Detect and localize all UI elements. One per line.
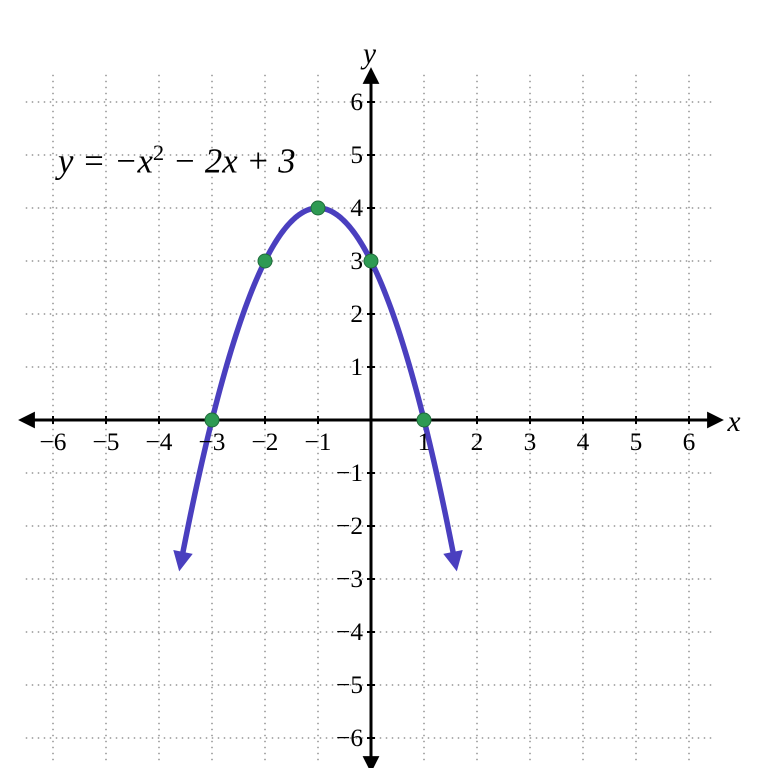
y-tick-2: 2: [323, 300, 363, 329]
x-tick--1: −1: [293, 428, 343, 457]
x-tick-3: 3: [505, 428, 555, 457]
y-tick--2: −2: [323, 512, 363, 541]
equation-label: y = −x2 − 2x + 3: [58, 140, 296, 182]
y-axis-label: y: [363, 38, 376, 71]
x-tick--5: −5: [81, 428, 131, 457]
parabola-chart: −6−5−4−3−2−1123456−6−5−4−3−2−1123456yxy …: [0, 0, 765, 768]
chart-svg: [0, 0, 765, 768]
x-tick--6: −6: [28, 428, 78, 457]
x-tick--3: −3: [187, 428, 237, 457]
x-axis-label: x: [728, 406, 741, 439]
x-tick--4: −4: [134, 428, 184, 457]
x-tick-2: 2: [452, 428, 502, 457]
y-tick-1: 1: [323, 353, 363, 382]
x-tick-4: 4: [558, 428, 608, 457]
y-tick-6: 6: [323, 88, 363, 117]
y-tick--5: −5: [323, 671, 363, 700]
y-tick-5: 5: [323, 141, 363, 170]
y-tick--4: −4: [323, 618, 363, 647]
y-tick-4: 4: [323, 194, 363, 223]
y-tick--3: −3: [323, 565, 363, 594]
y-tick--1: −1: [323, 459, 363, 488]
y-tick--6: −6: [323, 724, 363, 753]
x-tick--2: −2: [240, 428, 290, 457]
x-tick-1: 1: [399, 428, 449, 457]
y-tick-3: 3: [323, 247, 363, 276]
x-tick-6: 6: [664, 428, 714, 457]
x-tick-5: 5: [611, 428, 661, 457]
